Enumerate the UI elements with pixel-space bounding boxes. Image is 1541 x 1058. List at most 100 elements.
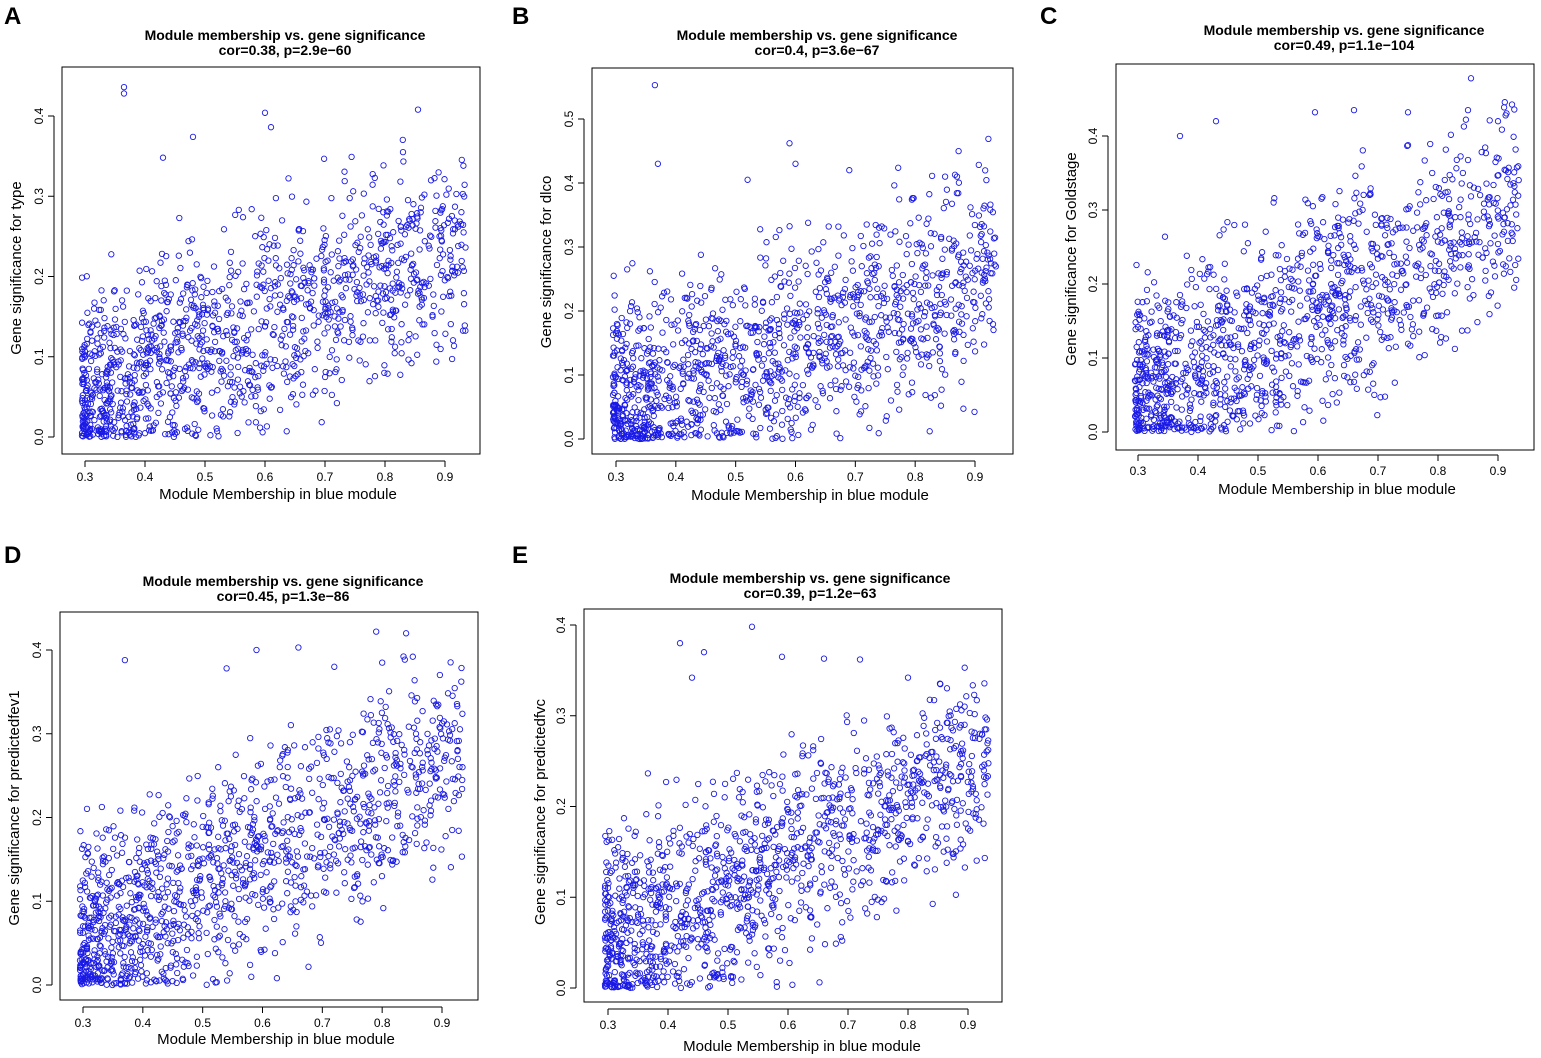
data-point-a	[87, 400, 95, 408]
data-point-b	[777, 269, 784, 277]
data-point-c	[1386, 249, 1393, 257]
data-point-a	[198, 294, 205, 301]
data-point-b	[673, 403, 680, 410]
data-point-d	[429, 876, 436, 883]
data-point-c	[1447, 131, 1455, 138]
data-point-a	[336, 278, 343, 285]
data-point-a	[271, 234, 279, 242]
data-point-c	[1358, 163, 1365, 170]
data-point-a	[383, 196, 391, 203]
data-point-a	[328, 251, 335, 258]
data-point-c	[1413, 209, 1421, 216]
data-point-a	[433, 192, 440, 199]
data-point-a	[220, 372, 228, 379]
data-point-a	[249, 386, 256, 394]
data-point-a	[328, 391, 336, 399]
data-point-a	[233, 325, 241, 332]
data-point-b	[620, 405, 627, 412]
data-point-d	[346, 764, 353, 771]
data-point-c	[1482, 267, 1489, 275]
data-point-b	[707, 343, 715, 350]
data-point-a	[226, 259, 233, 266]
data-point-b	[788, 428, 795, 436]
data-point-b	[899, 371, 906, 378]
data-point-b	[647, 403, 654, 410]
data-point-a	[375, 303, 382, 310]
x-tick-label-a: 0.5	[197, 470, 214, 484]
data-point-b	[933, 327, 940, 334]
data-point-d	[153, 848, 161, 855]
data-point-c	[1428, 251, 1436, 258]
data-point-a	[442, 330, 449, 337]
data-point-b	[752, 430, 760, 438]
data-point-a	[311, 366, 318, 373]
data-point-c	[1176, 291, 1184, 299]
data-point-c	[1513, 276, 1520, 284]
data-point-a	[109, 379, 116, 386]
data-point-a	[211, 329, 218, 336]
data-point-a	[260, 406, 267, 413]
data-point-a	[326, 353, 333, 361]
data-point-d	[291, 873, 298, 881]
data-point-a	[392, 289, 399, 296]
data-point-d	[330, 816, 338, 823]
data-point-b	[773, 433, 781, 440]
data-point-d	[401, 656, 408, 663]
data-point-a	[211, 298, 218, 305]
data-point-c	[1370, 309, 1377, 316]
data-point-b	[701, 292, 709, 300]
data-point-b	[696, 326, 704, 334]
data-point-b	[628, 365, 635, 372]
data-point-b	[631, 404, 638, 411]
data-point-a	[182, 317, 189, 325]
data-point-b	[951, 171, 959, 178]
data-point-a	[338, 376, 345, 384]
data-point-c	[1486, 310, 1493, 318]
data-point-a	[410, 270, 418, 278]
data-point-c	[1335, 244, 1342, 252]
data-point-a	[207, 432, 214, 439]
ticks-c: 0.3 0.4 0.5 0.6 0.7 0.8 0.90.00.10.20.30.4	[1086, 127, 1507, 478]
data-point-b	[941, 330, 948, 337]
data-point-a	[427, 177, 435, 184]
data-point-a	[328, 347, 336, 354]
data-point-a	[126, 347, 134, 355]
data-point-b	[985, 252, 992, 259]
data-point-b	[893, 348, 900, 356]
data-point-a	[150, 320, 157, 327]
data-point-c	[1184, 281, 1191, 288]
data-point-c	[1391, 379, 1398, 386]
data-point-b	[610, 382, 617, 390]
data-point-c	[1466, 295, 1473, 302]
data-point-b	[781, 311, 788, 318]
data-point-a	[168, 383, 175, 390]
data-point-b	[936, 350, 944, 357]
y-tick-label-a: 0.0	[32, 428, 46, 445]
data-point-b	[613, 327, 621, 335]
data-point-a	[333, 305, 341, 312]
data-point-b	[828, 332, 836, 340]
data-point-c	[1442, 146, 1449, 153]
data-point-c	[1352, 371, 1359, 378]
data-point-a	[447, 252, 454, 260]
data-point-a	[261, 254, 268, 262]
data-point-c	[1352, 316, 1359, 324]
data-point-b	[963, 294, 971, 302]
data-point-a	[232, 347, 239, 354]
data-point-d	[260, 904, 268, 911]
data-point-a	[320, 279, 328, 286]
data-point-a	[175, 252, 182, 259]
data-point-a	[106, 418, 113, 425]
data-point-a	[87, 357, 95, 365]
data-point-d	[284, 868, 292, 875]
data-point-a	[290, 262, 297, 269]
data-point-a	[286, 331, 294, 338]
data-point-b	[618, 314, 625, 322]
data-point-b	[831, 263, 838, 270]
data-point-b	[847, 349, 854, 356]
data-point-b	[896, 330, 903, 337]
data-point-b	[952, 305, 959, 312]
data-point-c	[1148, 308, 1155, 315]
data-point-a	[438, 308, 445, 315]
data-point-b	[627, 433, 634, 440]
